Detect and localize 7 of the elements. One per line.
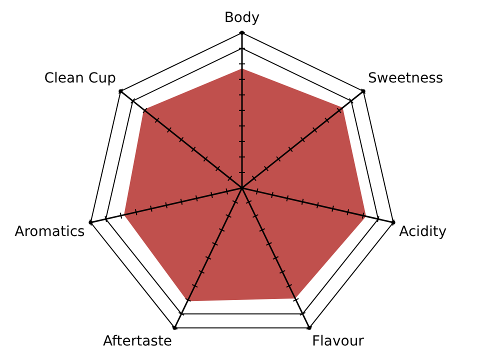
- spoke-label: Clean Cup: [44, 70, 116, 87]
- spoke-label: Acidity: [399, 224, 447, 240]
- spoke-label: Body: [224, 10, 260, 26]
- spoke-label: Aftertaste: [102, 333, 172, 350]
- spoke-label: Aromatics: [14, 224, 85, 240]
- spoke-label: Flavour: [312, 333, 364, 350]
- spoke-label: Sweetness: [368, 70, 444, 87]
